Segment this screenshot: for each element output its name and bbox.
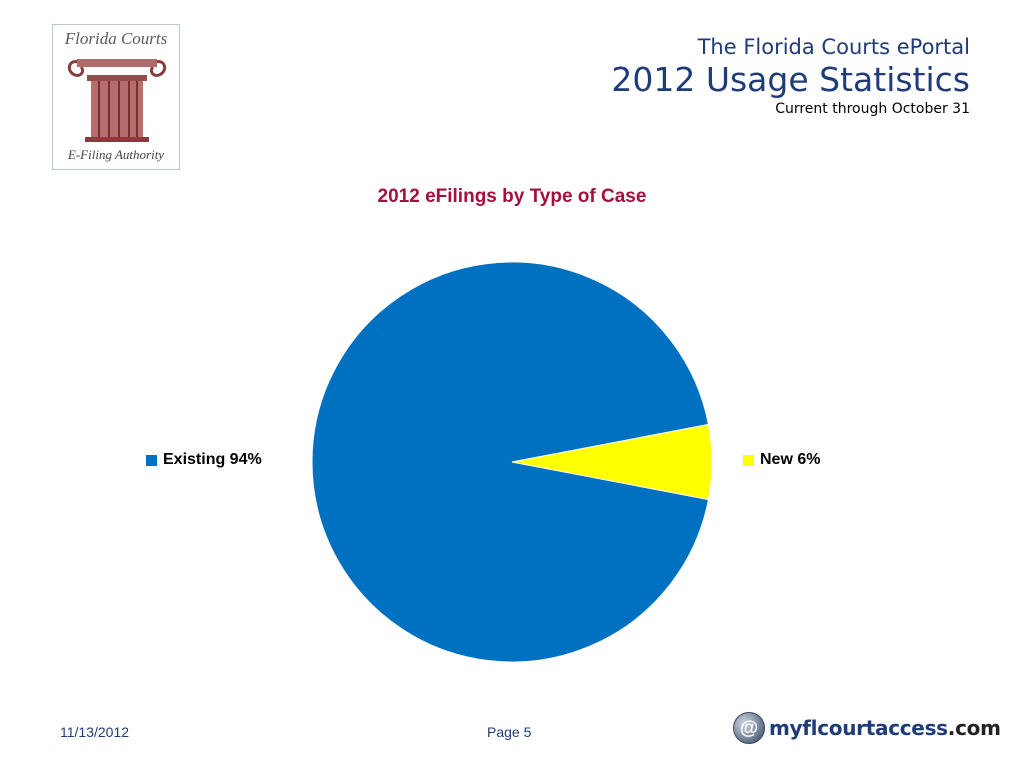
column-icon xyxy=(67,59,167,142)
brand-tld: .com xyxy=(947,716,1001,740)
legend-label-existing: Existing 94% xyxy=(163,451,262,468)
logo-bottom-text: E-Filing Authority xyxy=(67,147,165,162)
slide-header: The Florida Courts ePortal 2012 Usage St… xyxy=(611,34,970,118)
legend-item-new: New 6% xyxy=(743,451,820,469)
footer-page-number: Page 5 xyxy=(487,724,532,740)
pie-slice-new xyxy=(511,423,713,501)
brand-logo: @ myflcourtaccess.com xyxy=(733,712,1001,744)
legend-swatch-existing xyxy=(146,454,157,466)
legend-label-new: New 6% xyxy=(760,451,821,468)
logo-top-text: Florida Courts xyxy=(64,29,168,48)
chart-title: 2012 eFilings by Type of Case xyxy=(377,186,647,207)
pie-slice-existing xyxy=(311,261,710,663)
legend-item-existing: Existing 94% xyxy=(146,451,262,469)
footer-date: 11/13/2012 xyxy=(60,724,130,740)
header-subtitle: The Florida Courts ePortal xyxy=(697,35,970,59)
brand-domain: myflcourtaccess xyxy=(769,716,948,740)
at-sign-icon: @ xyxy=(733,712,765,744)
legend-swatch-new xyxy=(743,454,754,466)
brand-name: myflcourtaccess.com xyxy=(769,716,1001,740)
header-note: Current through October 31 xyxy=(775,101,970,117)
logo: Florida Courts E-Filing Authority xyxy=(52,24,180,170)
header-title: 2012 Usage Statistics xyxy=(611,60,970,99)
